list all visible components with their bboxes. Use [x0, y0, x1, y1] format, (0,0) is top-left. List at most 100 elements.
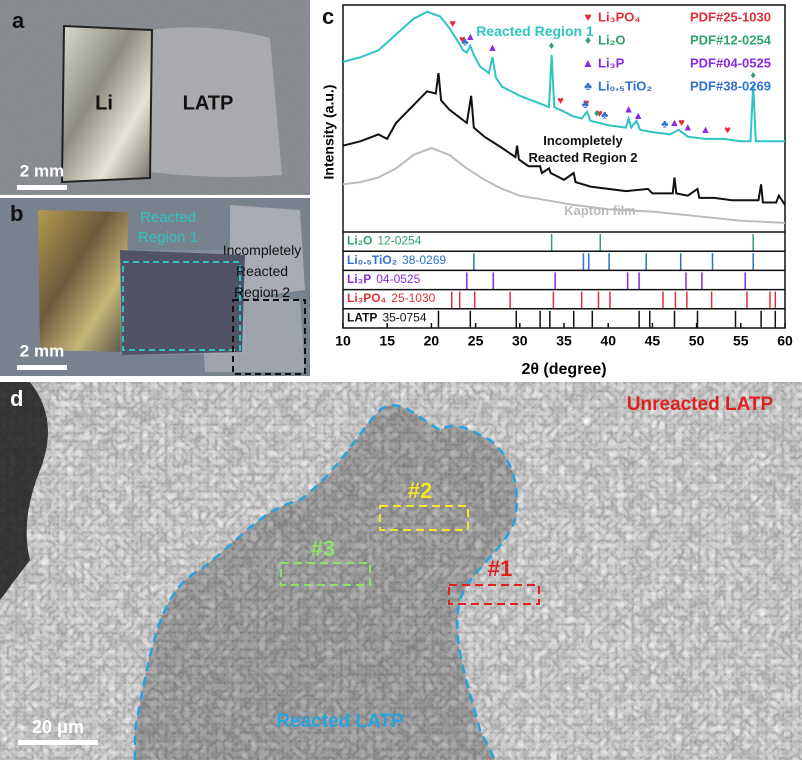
y-axis-label: Intensity (a.u.)	[321, 85, 337, 180]
peak-marker: ▲	[669, 117, 680, 129]
li-foil	[60, 24, 154, 184]
reference-name: Li₃PO₄	[347, 291, 387, 305]
peak-marker: ♥	[583, 98, 590, 110]
scale-label: 2 mm	[20, 341, 64, 360]
region1-label: Reacted Region 1	[137, 209, 199, 246]
reference-name: Li₀.₅TiO₂	[347, 253, 397, 267]
x-tick-label: 40	[600, 333, 616, 349]
x-tick-label: 55	[733, 333, 749, 349]
peak-marker: ♥	[449, 18, 456, 30]
scale-bar	[17, 365, 67, 370]
peak-marker: ♣	[661, 119, 668, 131]
peak-marker: ♦	[549, 40, 555, 52]
xrd-chart: c Intensity (a.u.) 2θ (degree) 10 15 20 25 3…	[321, 4, 793, 378]
peak-marker: ♣	[601, 109, 608, 121]
plot-frame	[342, 4, 786, 329]
xrd-pattern	[342, 10, 785, 143]
reference-label: Li₃P 04-0525	[347, 272, 421, 286]
region1-label-box: Reacted Region 1	[137, 209, 199, 246]
reference-name: Li₃P	[347, 272, 371, 286]
legend-symbol: ♥	[584, 10, 591, 24]
x-tick-label: 15	[379, 333, 395, 349]
latp-piece	[230, 205, 305, 300]
sem-image	[0, 382, 802, 760]
reference-card: 25-1030	[391, 291, 435, 305]
sem-d: #2 #3 #1 Unreacted LATP Reacted LATP 20 …	[0, 382, 802, 760]
reference-card: 35-0754	[382, 311, 426, 325]
legend-symbol: ▲	[582, 56, 594, 70]
peak-marker: ▲	[623, 103, 634, 115]
reacted-label: Reacted LATP	[276, 711, 404, 732]
series-label: Incompletely Reacted Region 2	[528, 133, 638, 165]
foil-label: Li	[95, 92, 113, 114]
peak-marker: ♥	[678, 117, 685, 129]
peak-marker: ▲	[633, 110, 644, 122]
li-foil	[38, 210, 128, 352]
spot2-box	[379, 505, 469, 531]
x-tick-label: 35	[556, 333, 572, 349]
x-tick-label: 60	[777, 333, 793, 349]
series-label: Kapton film	[564, 203, 636, 218]
reference-name: LATP	[347, 311, 377, 325]
xrd-pattern	[342, 146, 786, 224]
latp-pellet	[150, 27, 282, 177]
series-label: Reacted Region 1	[476, 23, 594, 39]
reacted-area	[135, 405, 517, 760]
reference-label: LATP 35-0754	[347, 311, 427, 325]
dark-area	[0, 382, 48, 600]
series-label-box: Kapton film	[564, 203, 636, 218]
region2-box	[232, 299, 306, 375]
x-tick-label: 30	[512, 333, 528, 349]
panel-label: d	[10, 386, 23, 411]
reference-label: Li₂O 12-0254	[347, 234, 422, 248]
series-label-box: Incompletely Reacted Region 2	[528, 133, 638, 165]
peak-marker: ♣	[461, 36, 468, 48]
legend-name: Li₀.₅TiO₂	[598, 78, 652, 93]
peak-marker: ♥	[459, 34, 466, 46]
peak-marker: ♦	[594, 107, 600, 119]
scale-bar	[18, 740, 98, 745]
peak-marker: ♥	[596, 108, 603, 120]
peak-marker: ▲	[700, 124, 711, 136]
scale-label: 20 μm	[32, 717, 84, 737]
legend-name: Li₃PO₄	[598, 9, 641, 24]
scale-label: 2 mm	[20, 161, 64, 180]
reference-card: 12-0254	[377, 234, 421, 248]
reference-label: Li₀.₅TiO₂ 38-0269	[347, 253, 446, 267]
x-axis-label: 2θ (degree)	[521, 361, 606, 378]
legend-symbol: ♦	[585, 33, 591, 47]
x-tick-label: 45	[645, 333, 661, 349]
legend-pdf: PDF#12-0254	[690, 32, 772, 47]
series-label-box: Reacted Region 1	[476, 23, 594, 39]
legend-pdf: PDF#04-0525	[690, 55, 771, 70]
reacted-area	[120, 250, 245, 355]
panel-label: b	[10, 201, 23, 226]
legend-name: Li₃P	[598, 55, 625, 70]
peak-marker: ▲	[465, 31, 476, 43]
panel-label: a	[12, 8, 25, 33]
peak-marker: ♥	[724, 124, 731, 136]
spot1-box	[448, 584, 540, 605]
legend-pdf: PDF#38-0269	[690, 78, 771, 93]
pellet-label: LATP	[183, 92, 234, 114]
x-tick-label: 25	[468, 333, 484, 349]
spot3-box	[280, 562, 371, 586]
reference-label: Li₃PO₄ 25-1030	[347, 291, 436, 305]
spot2-label: #2	[408, 478, 432, 503]
xrd-pattern	[342, 72, 786, 206]
spot3-label: #3	[311, 536, 335, 561]
reference-card: 38-0269	[402, 253, 446, 267]
spot1-label: #1	[488, 556, 512, 581]
reference-name: Li₂O	[347, 234, 372, 248]
scale-bar	[17, 185, 67, 190]
legend-pdf: PDF#25-1030	[690, 9, 771, 24]
peak-marker: ♥	[557, 95, 564, 107]
unreacted-label: Unreacted LATP	[627, 394, 774, 415]
reference-card: 04-0525	[376, 272, 420, 286]
x-tick-label: 20	[424, 333, 440, 349]
peak-marker: ▲	[682, 122, 693, 134]
peak-marker: ▲	[487, 42, 498, 54]
peak-marker: ♣	[582, 99, 589, 111]
region2-label: Incompletely Reacted Region 2	[222, 242, 302, 300]
